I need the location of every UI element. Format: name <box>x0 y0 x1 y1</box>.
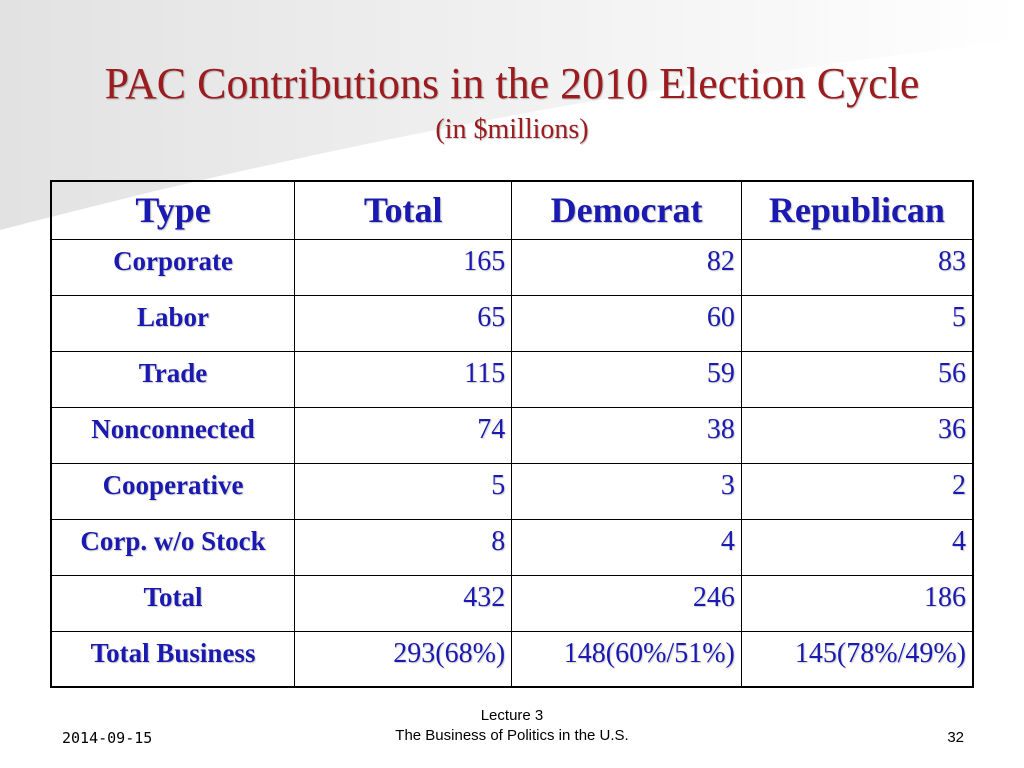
row-total: 115 <box>294 350 513 408</box>
row-type: Corp. w/o Stock <box>50 518 296 576</box>
row-democrat: 82 <box>511 238 742 296</box>
row-democrat: 3 <box>511 462 742 520</box>
table-header-row: Type Total Democrat Republican <box>50 180 974 240</box>
footer-lecture: Lecture 3 <box>480 707 544 724</box>
row-total: 432 <box>294 574 513 632</box>
row-republican: 5 <box>740 294 974 352</box>
footer-lecture-info: Lecture 3 The Business of Politics in th… <box>312 706 712 746</box>
row-republican: 145(78%/49%) <box>740 630 974 688</box>
table-row: Total 432 246 186 <box>50 574 974 632</box>
row-democrat: 148(60%/51%) <box>511 630 742 688</box>
slide-subtitle: (in $millions) <box>435 114 589 145</box>
header-type: Type <box>50 180 296 240</box>
row-type: Nonconnected <box>50 406 296 464</box>
page-number: 32 <box>947 729 964 746</box>
row-republican: 186 <box>740 574 974 632</box>
row-republican: 2 <box>740 462 974 520</box>
row-type: Trade <box>50 350 296 408</box>
row-total: 165 <box>294 238 513 296</box>
table-row: Cooperative 5 3 2 <box>50 462 974 520</box>
row-republican: 4 <box>740 518 974 576</box>
footer-course: The Business of Politics in the U.S. <box>395 727 629 744</box>
row-total: 293(68%) <box>294 630 513 688</box>
row-type: Labor <box>50 294 296 352</box>
row-type: Total <box>50 574 296 632</box>
table-row: Labor 65 60 5 <box>50 294 974 352</box>
row-total: 65 <box>294 294 513 352</box>
table-row: Trade 115 59 56 <box>50 350 974 408</box>
row-type: Total Business <box>50 630 296 688</box>
row-total: 8 <box>294 518 513 576</box>
header-republican: Republican <box>740 180 974 240</box>
table-row: Nonconnected 74 38 36 <box>50 406 974 464</box>
slide-title: PAC Contributions in the 2010 Election C… <box>104 59 920 108</box>
row-republican: 83 <box>740 238 974 296</box>
row-total: 74 <box>294 406 513 464</box>
table-row: Corp. w/o Stock 8 4 4 <box>50 518 974 576</box>
row-republican: 56 <box>740 350 974 408</box>
row-democrat: 246 <box>511 574 742 632</box>
table-row: Corporate 165 82 83 <box>50 238 974 296</box>
row-republican: 36 <box>740 406 974 464</box>
footer-date: 2014-09-15 <box>62 729 153 747</box>
row-democrat: 38 <box>511 406 742 464</box>
row-democrat: 60 <box>511 294 742 352</box>
pac-contributions-table: Type Total Democrat Republican Corporate… <box>50 180 974 688</box>
row-democrat: 59 <box>511 350 742 408</box>
row-total: 5 <box>294 462 513 520</box>
header-total: Total <box>294 180 513 240</box>
row-type: Corporate <box>50 238 296 296</box>
row-type: Cooperative <box>50 462 296 520</box>
header-democrat: Democrat <box>511 180 742 240</box>
table-row: Total Business 293(68%) 148(60%/51%) 145… <box>50 630 974 688</box>
row-democrat: 4 <box>511 518 742 576</box>
